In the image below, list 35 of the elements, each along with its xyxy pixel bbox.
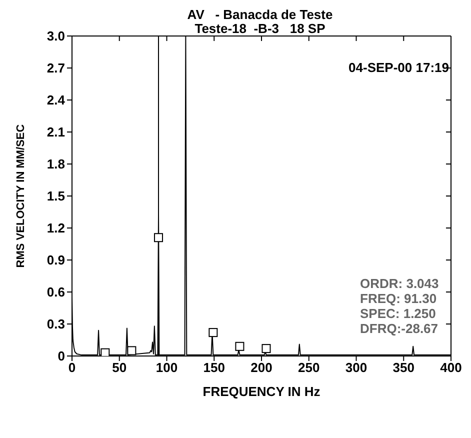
x-tick-label: 300 (345, 360, 368, 376)
point (127, 346, 136, 356)
y-tick-label: 0.6 (46, 284, 65, 300)
x-axis-title: FREQUENCY IN Hz (202, 384, 321, 399)
x-tick-label: 100 (156, 360, 178, 376)
y-tick-label: 2.4 (46, 92, 66, 108)
annotation: SPEC: 1.250 (360, 306, 437, 321)
x-tick-label: 400 (440, 360, 462, 376)
annotation: DFRQ:-28.67 (360, 321, 439, 336)
y-tick-label: 1.5 (46, 188, 65, 204)
x-tick-label: 250 (298, 360, 320, 376)
y-tick-label: 2.7 (46, 60, 65, 76)
x-tick-label: 150 (203, 360, 225, 376)
point (100, 348, 110, 356)
y-tick-label: 1.8 (46, 156, 65, 172)
y-tick-label: 0.3 (46, 316, 65, 332)
chart-title: AV - Banacda de Teste (186, 7, 334, 22)
y-tick-label: 1.2 (46, 220, 65, 236)
point (208, 328, 218, 338)
y-tick-label: 3.0 (46, 28, 65, 44)
point (235, 342, 244, 351)
y-tick-label: 0.9 (46, 252, 65, 268)
annotation: 04-SEP-00 17:19 (348, 60, 449, 75)
x-tick-label: 200 (250, 360, 272, 376)
x-tick-label: 50 (112, 360, 127, 376)
annotation: FREQ: 91.30 (360, 291, 438, 306)
y-tick-label: 2.1 (46, 124, 65, 140)
x-tick-label: 0 (68, 360, 76, 376)
point (154, 233, 164, 242)
annotation: ORDR: 3.043 (360, 276, 439, 291)
y-tick-label: 0 (58, 348, 65, 364)
y-axis-title: RMS VELOCITY IN MM/SEC (14, 124, 27, 268)
point (262, 344, 271, 354)
x-tick-label: 350 (392, 360, 414, 376)
chart-subtitle: Teste-18 -B-3 18 SP (194, 21, 326, 36)
